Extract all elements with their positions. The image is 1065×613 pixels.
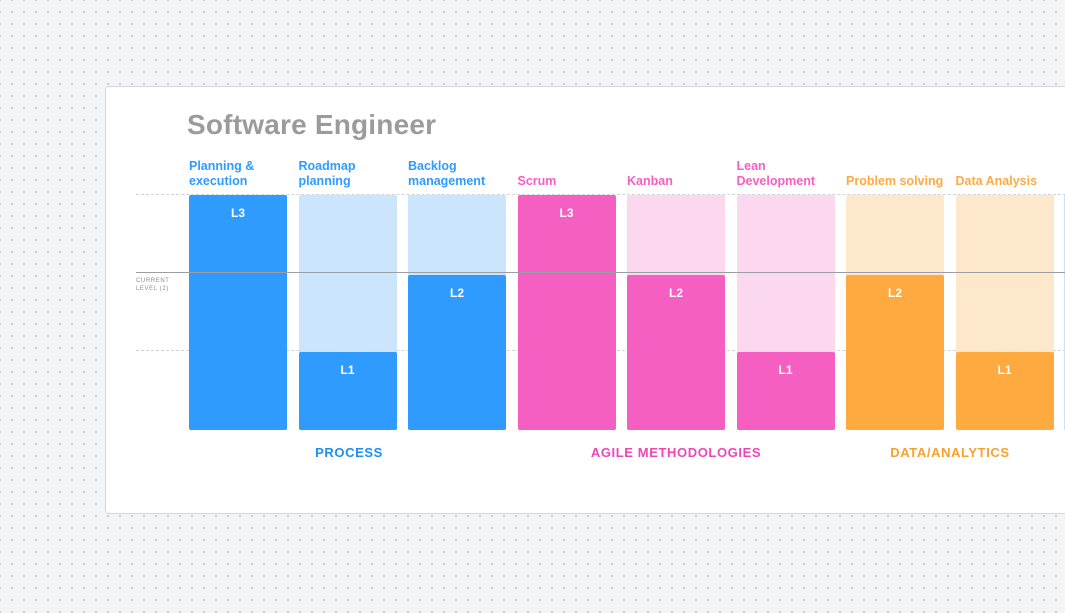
skill-name: Roadmap planning <box>298 159 356 188</box>
skill-bar-track: L2 <box>408 195 506 430</box>
skill-level-bar: L2 <box>627 274 725 430</box>
skill-level-label: L2 <box>449 285 464 300</box>
current-level-line <box>136 272 1065 273</box>
skill-bar-track: L2 <box>627 195 725 430</box>
level-3-guide <box>136 194 1065 195</box>
skill-bar-track: L1 <box>736 195 835 430</box>
category-label-process: PROCESS <box>315 445 383 460</box>
skill-level-label: L2 <box>887 285 902 300</box>
skill-bar-track: L3 <box>517 195 616 430</box>
skill-level-label: L3 <box>230 206 245 220</box>
skill-level-bar: L1 <box>736 352 835 430</box>
skill-level-bar: L3 <box>517 195 616 430</box>
skill-level-label: L2 <box>668 285 683 300</box>
skill-name: Backlog management <box>408 159 486 188</box>
skill-level-label: L1 <box>778 363 793 378</box>
skill-name: Lean Development <box>736 159 816 188</box>
skill-level-label: L1 <box>340 363 355 378</box>
page-title: Software Engineer <box>187 109 437 140</box>
skill-level-label: L3 <box>559 206 574 220</box>
skill-level-label: L1 <box>997 363 1012 378</box>
skill-name: Scrum <box>517 174 557 188</box>
skill-name: Planning & execution <box>189 159 255 188</box>
skill-level-bar: L1 <box>298 352 397 430</box>
category-label-agile-methodologies: AGILE METHODOLOGIES <box>590 445 762 460</box>
skill-level-bar: L2 <box>408 274 506 430</box>
skill-level-bar: L3 <box>189 195 287 430</box>
skill-bar-track: L1 <box>955 195 1054 430</box>
skill-bar-track: L2 <box>846 195 944 430</box>
skill-name: Problem solving <box>846 174 944 188</box>
skills-matrix-card: Software Engineer CURRENT LEVEL (2) Plan… <box>105 86 1065 514</box>
skill-level-bar: L2 <box>846 274 944 430</box>
category-label-data-analytics: DATA/ANALYTICS <box>890 445 1010 460</box>
current-level-label: CURRENT LEVEL (2) <box>136 278 170 292</box>
skill-name: Data Analysis <box>955 174 1038 188</box>
skill-name: Kanban <box>627 174 673 188</box>
skill-bar-track: L3 <box>189 195 287 430</box>
skill-bar-track: L1 <box>298 195 397 430</box>
skill-level-bar: L1 <box>955 352 1054 430</box>
